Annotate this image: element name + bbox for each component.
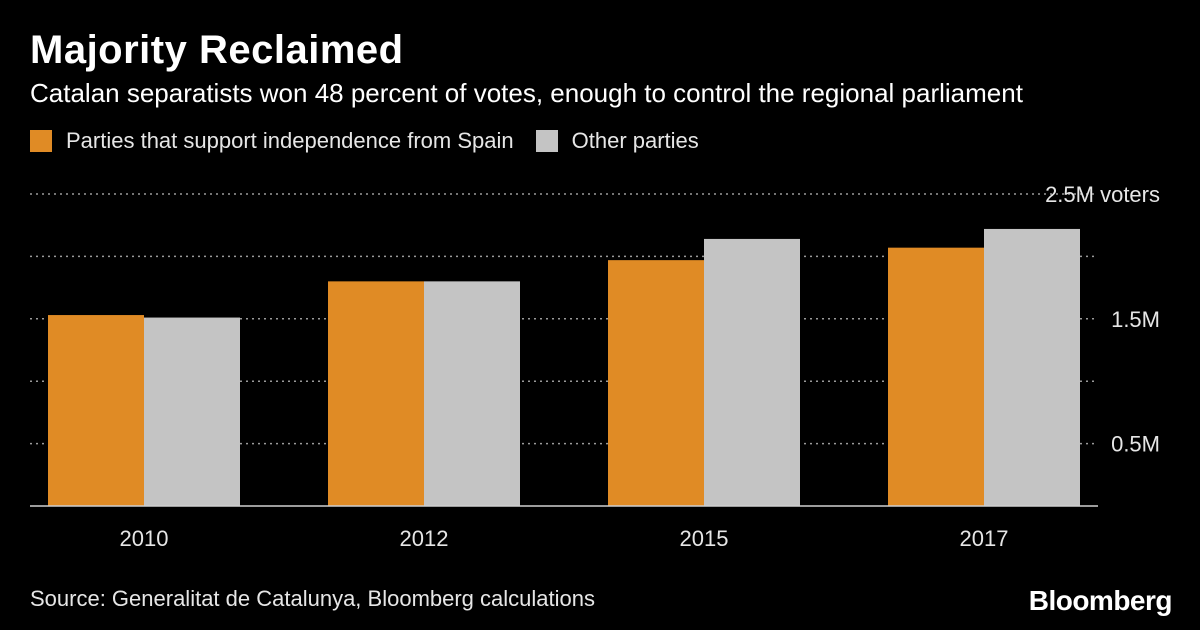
x-tick-label-2015: 2015 — [680, 526, 729, 551]
chart-subtitle: Catalan separatists won 48 percent of vo… — [30, 78, 1023, 108]
legend-swatch-other — [535, 130, 558, 152]
bar-2012-independence — [328, 281, 424, 506]
x-tick-label-2010: 2010 — [120, 526, 169, 551]
bar-2015-independence — [608, 260, 704, 506]
legend-label-independence: Parties that support independence from S… — [66, 128, 514, 153]
legend-label-other: Other parties — [571, 128, 699, 153]
x-tick-label-2012: 2012 — [400, 526, 449, 551]
legend-item-independence: Parties that support independence from S… — [30, 128, 514, 154]
bar-2010-independence — [48, 315, 144, 506]
legend: Parties that support independence from S… — [30, 124, 721, 158]
y-tick-label-1: 1.5M — [1111, 307, 1160, 332]
bar-2017-other — [984, 228, 1080, 506]
bar-2010-other — [144, 317, 240, 506]
x-tick-label-2017: 2017 — [960, 526, 1009, 551]
source-note: Source: Generalitat de Catalunya, Bloomb… — [30, 586, 595, 611]
y-tick-label-2: 2.5M voters — [1045, 182, 1160, 207]
chart-title: Majority Reclaimed — [30, 28, 404, 72]
y-tick-label-0: 0.5M — [1111, 432, 1160, 457]
legend-swatch-independence — [30, 130, 52, 152]
bloomberg-logo: Bloomberg — [1028, 585, 1173, 616]
legend-item-other: Other parties — [535, 128, 699, 154]
bar-2012-other — [424, 281, 520, 506]
bar-2015-other — [704, 238, 800, 507]
bar-2017-independence — [888, 247, 984, 506]
